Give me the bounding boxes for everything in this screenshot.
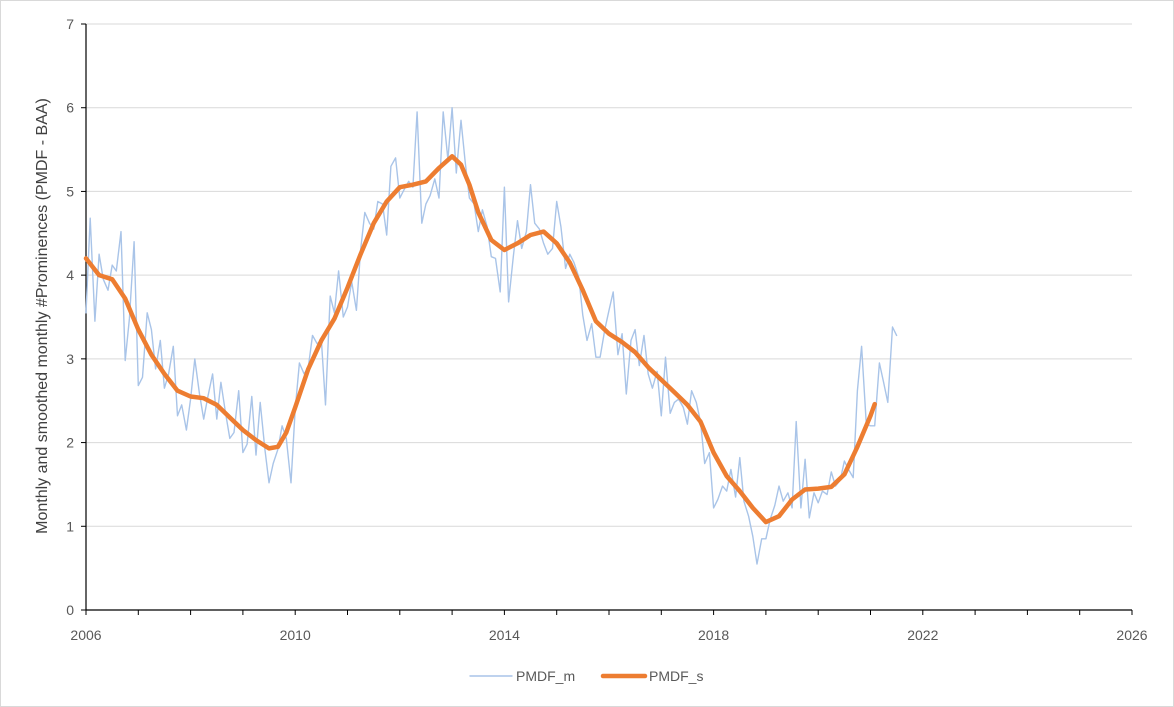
x-tick-label: 2010 (280, 627, 311, 643)
y-tick-label: 4 (66, 267, 74, 283)
x-tick-label: 2006 (70, 627, 101, 643)
x-tick-label: 2014 (489, 627, 520, 643)
legend: PMDF_m PMDF_s (469, 668, 703, 684)
x-tick-label: 2022 (907, 627, 938, 643)
series-line-pmdf-s (83, 154, 877, 525)
series-line-pmdf-m (85, 107, 898, 565)
y-tick-label: 1 (66, 518, 74, 534)
legend-label-pmdf-m: PMDF_m (516, 668, 575, 684)
axes: 0 1 2 3 4 5 6 7 2006 2010 2014 2018 2022 2026 (66, 16, 1148, 643)
y-tick-label: 2 (66, 435, 74, 451)
x-tick-label: 2026 (1116, 627, 1147, 643)
series-lines (83, 107, 898, 565)
legend-label-pmdf-s: PMDF_s (649, 668, 703, 684)
y-tick-label: 3 (66, 351, 74, 367)
y-tick-label: 7 (66, 16, 74, 32)
y-tick-label: 0 (66, 602, 74, 618)
x-tick-label: 2018 (698, 627, 729, 643)
y-tick-label: 5 (66, 183, 74, 199)
y-tick-label: 6 (66, 100, 74, 116)
y-axis-label: Monthly and smoothed monthly #Prominence… (34, 98, 51, 534)
